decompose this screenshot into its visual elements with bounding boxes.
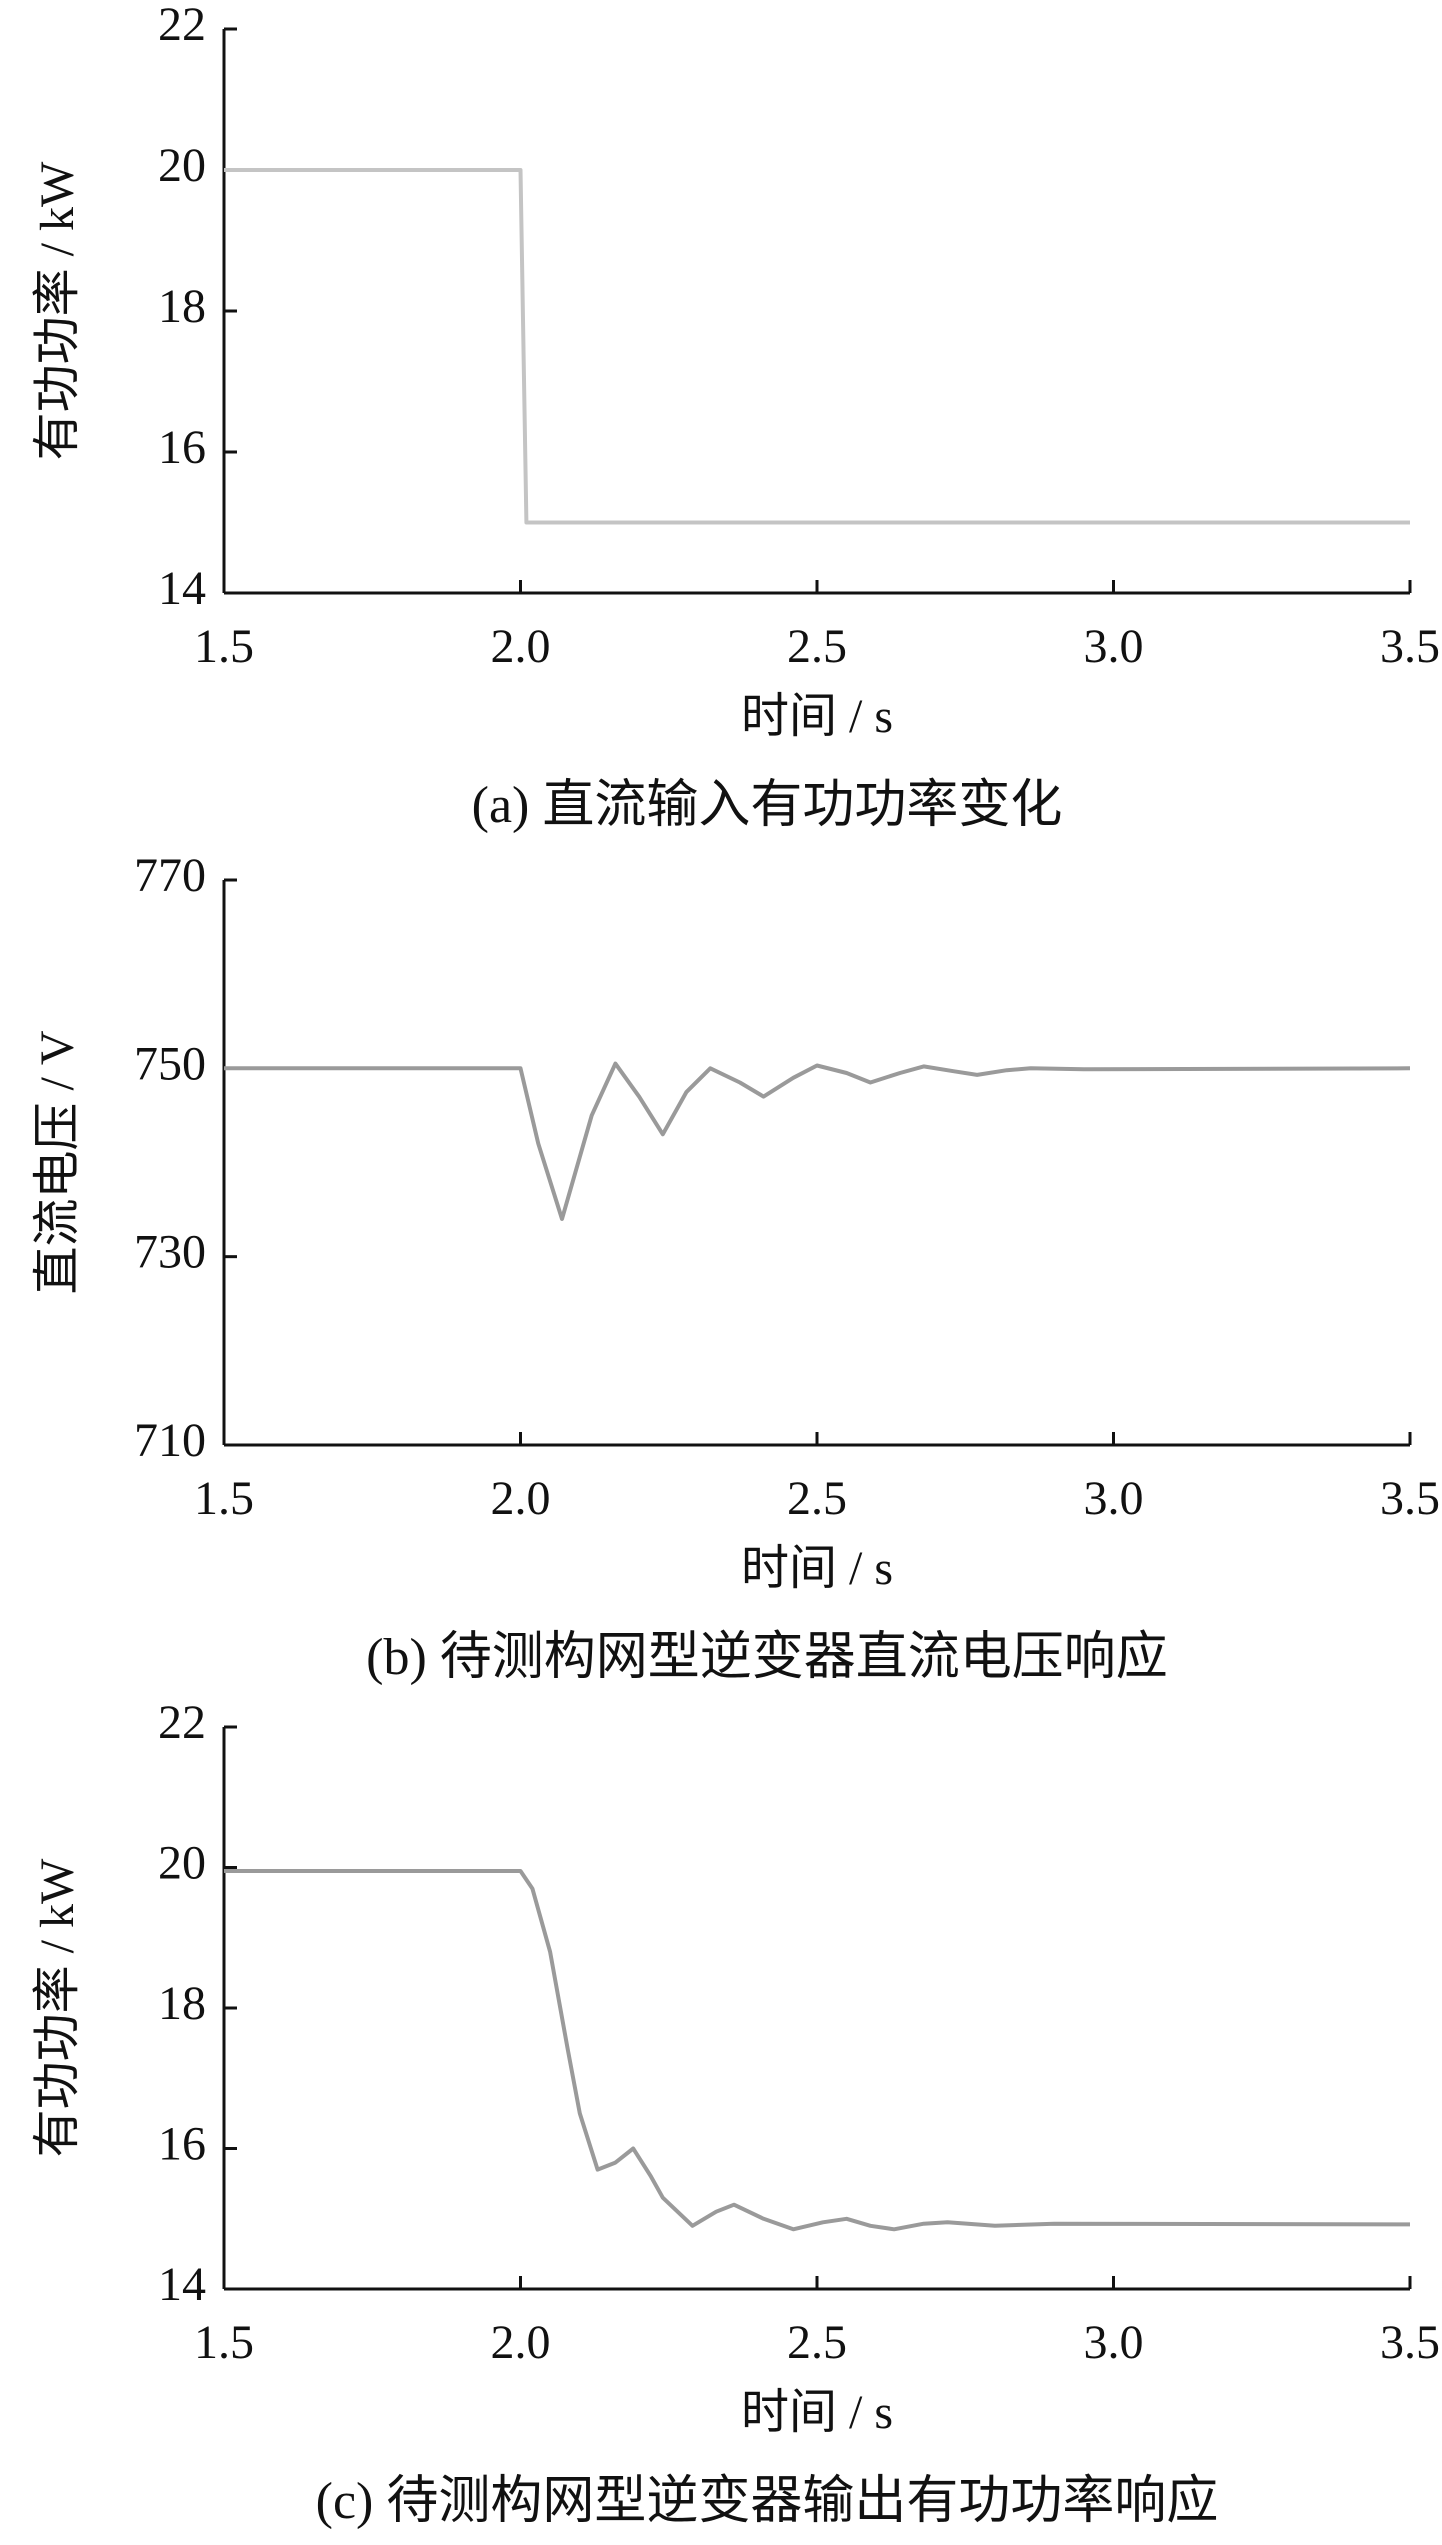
y-tick-label: 20 [158, 139, 206, 192]
data-line [224, 168, 1410, 525]
caption: (b) 待测构网型逆变器直流电压响应 [366, 1629, 1168, 1686]
x-tick-label: 2.0 [491, 2316, 551, 2369]
x-axis-label: 时间 / s [741, 1542, 893, 1595]
y-tick-label: 750 [134, 1037, 206, 1090]
caption: (c) 待测构网型逆变器输出有功功率响应 [316, 2473, 1219, 2530]
x-tick-label: 3.5 [1380, 620, 1440, 673]
x-tick-label: 2.0 [491, 1472, 551, 1525]
y-tick-label: 14 [158, 2258, 206, 2311]
y-tick-label: 16 [158, 2118, 206, 2171]
x-tick-label: 3.5 [1380, 2316, 1440, 2369]
y-axis-label: 有功功率 / kW [31, 161, 84, 460]
x-tick-label: 1.5 [194, 620, 254, 673]
y-tick-label: 16 [158, 421, 206, 474]
data-line [224, 1061, 1411, 1221]
y-tick-label: 14 [158, 562, 206, 615]
y-tick-label: 710 [134, 1414, 206, 1467]
x-axis-label: 时间 / s [741, 690, 893, 743]
caption: (a) 直流输入有功功率变化 [472, 777, 1063, 834]
x-tick-label: 2.0 [491, 620, 551, 673]
x-tick-label: 3.0 [1084, 620, 1144, 673]
y-tick-label: 18 [158, 280, 206, 333]
x-tick-label: 1.5 [194, 1472, 254, 1525]
x-tick-label: 1.5 [194, 2316, 254, 2369]
data-line [224, 1869, 1411, 2232]
y-tick-label: 22 [158, 1696, 206, 1749]
x-tick-label: 2.5 [787, 1472, 847, 1525]
x-tick-label: 3.5 [1380, 1472, 1440, 1525]
y-tick-label: 20 [158, 1837, 206, 1890]
y-tick-label: 730 [134, 1226, 206, 1279]
x-tick-label: 3.0 [1084, 1472, 1144, 1525]
y-tick-label: 770 [134, 849, 206, 902]
x-tick-label: 2.5 [787, 2316, 847, 2369]
x-tick-label: 2.5 [787, 620, 847, 673]
y-axis-label: 直流电压 / V [31, 1030, 84, 1294]
y-tick-label: 22 [158, 0, 206, 51]
x-tick-label: 3.0 [1084, 2316, 1144, 2369]
x-axis-label: 时间 / s [741, 2386, 893, 2439]
y-axis-label: 有功功率 / kW [31, 1858, 84, 2157]
y-tick-label: 18 [158, 1977, 206, 2030]
